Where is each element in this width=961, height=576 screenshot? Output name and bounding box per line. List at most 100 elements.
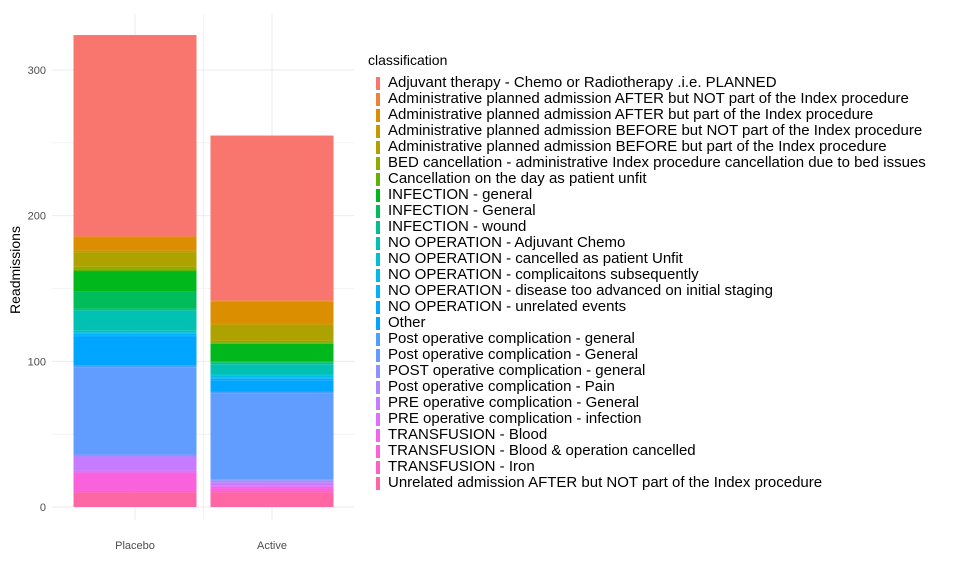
legend-item: NO OPERATION - complicaitons subsequentl… xyxy=(368,267,958,283)
x-tick-label: Placebo xyxy=(115,540,155,552)
legend-key xyxy=(376,396,380,410)
bar-segment xyxy=(210,361,334,363)
y-axis-ticks: 0 100 200 300 xyxy=(28,65,46,514)
legend-key xyxy=(376,124,380,138)
bar-segment xyxy=(210,342,334,344)
bar-segment xyxy=(210,480,334,483)
bar-segment xyxy=(73,335,197,337)
bar-segment xyxy=(210,343,334,362)
legend-key xyxy=(376,380,380,394)
bar-segment xyxy=(73,252,197,267)
bar-segment xyxy=(210,135,334,301)
bar-segment xyxy=(210,492,334,507)
bar-segment xyxy=(210,479,334,481)
legend: classification Adjuvant therapy - Chemo … xyxy=(368,52,958,491)
bar-segment xyxy=(210,380,334,392)
legend-key xyxy=(376,188,380,202)
legend-label: NO OPERATION - Adjuvant Chemo xyxy=(388,234,626,251)
legend-key xyxy=(376,108,380,122)
legend-item: Administrative planned admission BEFORE … xyxy=(368,139,958,155)
legend-label: Post operative complication - general xyxy=(388,330,635,347)
bar-segment xyxy=(73,333,197,336)
legend-item: Cancellation on the day as patient unfit xyxy=(368,171,958,187)
bar-segment xyxy=(210,485,334,487)
legend-label: Cancellation on the day as patient unfit xyxy=(388,170,647,187)
legend-item: Post operative complication - Pain xyxy=(368,379,958,395)
legend-item: Other xyxy=(368,315,958,331)
bar-segment xyxy=(73,473,197,491)
legend-label: POST operative complication - general xyxy=(388,362,646,379)
legend-key xyxy=(376,92,380,106)
x-axis-ticks: Placebo Active xyxy=(115,540,287,552)
stacked-bar-chart: 0 100 200 300 Placebo Active Readmissions xyxy=(7,14,354,552)
legend-item: Post operative complication - general xyxy=(368,331,958,347)
bar-segment xyxy=(73,269,197,272)
bar-segment xyxy=(210,364,334,375)
legend-item: PRE operative complication - General xyxy=(368,395,958,411)
legend-item: BED cancellation - administrative Index … xyxy=(368,155,958,171)
legend-item: TRANSFUSION - Blood xyxy=(368,427,958,443)
bar-segment xyxy=(73,310,197,331)
bar-segment xyxy=(73,472,197,474)
legend-key xyxy=(376,300,380,314)
legend-label: NO OPERATION - unrelated events xyxy=(388,298,627,315)
legend-key xyxy=(376,444,380,458)
legend-item: POST operative complication - general xyxy=(368,363,958,379)
bar-segment xyxy=(210,323,334,325)
bar-segment xyxy=(73,490,197,493)
bar-segment xyxy=(73,237,197,251)
legend-key xyxy=(376,476,380,490)
bar-segment xyxy=(73,470,197,473)
legend-item: Adjuvant therapy - Chemo or Radiotherapy… xyxy=(368,75,958,91)
legend-label: INFECTION - general xyxy=(388,186,533,203)
legend-item: Administrative planned admission AFTER b… xyxy=(368,107,958,123)
y-tick-label: 100 xyxy=(28,356,46,368)
bar-segment xyxy=(210,391,334,394)
legend-key xyxy=(376,412,380,426)
bar-segment xyxy=(73,308,197,311)
legend-key xyxy=(376,268,380,282)
legend-key xyxy=(376,316,380,330)
bar-segment xyxy=(210,300,334,302)
legend-item: NO OPERATION - unrelated events xyxy=(368,299,958,315)
legend-items: Adjuvant therapy - Chemo or Radiotherapy… xyxy=(368,75,958,491)
legend-label: TRANSFUSION - Iron xyxy=(388,458,535,475)
legend-item: Unrelated admission AFTER but NOT part o… xyxy=(368,475,958,491)
bar-segment xyxy=(73,367,197,455)
bar-segment xyxy=(73,330,197,333)
bar-segment xyxy=(73,456,197,458)
legend-item: INFECTION - general xyxy=(368,187,958,203)
legend-label: PRE operative complication - General xyxy=(388,394,639,411)
legend-item: NO OPERATION - disease too advanced on i… xyxy=(368,283,958,299)
y-tick-label: 300 xyxy=(28,65,46,77)
legend-label: NO OPERATION - cancelled as patient Unfi… xyxy=(388,250,683,267)
legend-key xyxy=(376,220,380,234)
bar-segment xyxy=(210,375,334,378)
legend-item: NO OPERATION - cancelled as patient Unfi… xyxy=(368,251,958,267)
bar-segment xyxy=(73,457,197,471)
legend-item: INFECTION - wound xyxy=(368,219,958,235)
legend-label: Administrative planned admission BEFORE … xyxy=(388,122,923,139)
bar-segment xyxy=(73,365,197,368)
legend-item: Post operative complication - General xyxy=(368,347,958,363)
legend-item: TRANSFUSION - Blood & operation cancelle… xyxy=(368,443,958,459)
legend-label: NO OPERATION - disease too advanced on i… xyxy=(388,282,773,299)
legend-title: classification xyxy=(368,52,448,68)
legend-item: Administrative planned admission AFTER b… xyxy=(368,91,958,107)
bar-segment xyxy=(210,490,334,493)
bar-segment xyxy=(73,236,197,238)
legend-key xyxy=(376,156,380,170)
legend-label: TRANSFUSION - Blood & operation cancelle… xyxy=(388,442,696,459)
legend-label: Adjuvant therapy - Chemo or Radiotherapy… xyxy=(388,74,777,91)
bar-segment xyxy=(210,340,334,343)
legend-label: TRANSFUSION - Blood xyxy=(388,426,548,443)
legend-item: NO OPERATION - Adjuvant Chemo xyxy=(368,235,958,251)
legend-item: Administrative planned admission BEFORE … xyxy=(368,123,958,139)
legend-key xyxy=(376,76,380,90)
bar-segment xyxy=(210,378,334,381)
legend-label: Administrative planned admission BEFORE … xyxy=(388,138,887,155)
legend-label: Administrative planned admission AFTER b… xyxy=(388,106,874,123)
bar-segment xyxy=(210,362,334,365)
bar-segment xyxy=(210,393,334,480)
bar-segment xyxy=(210,374,334,376)
